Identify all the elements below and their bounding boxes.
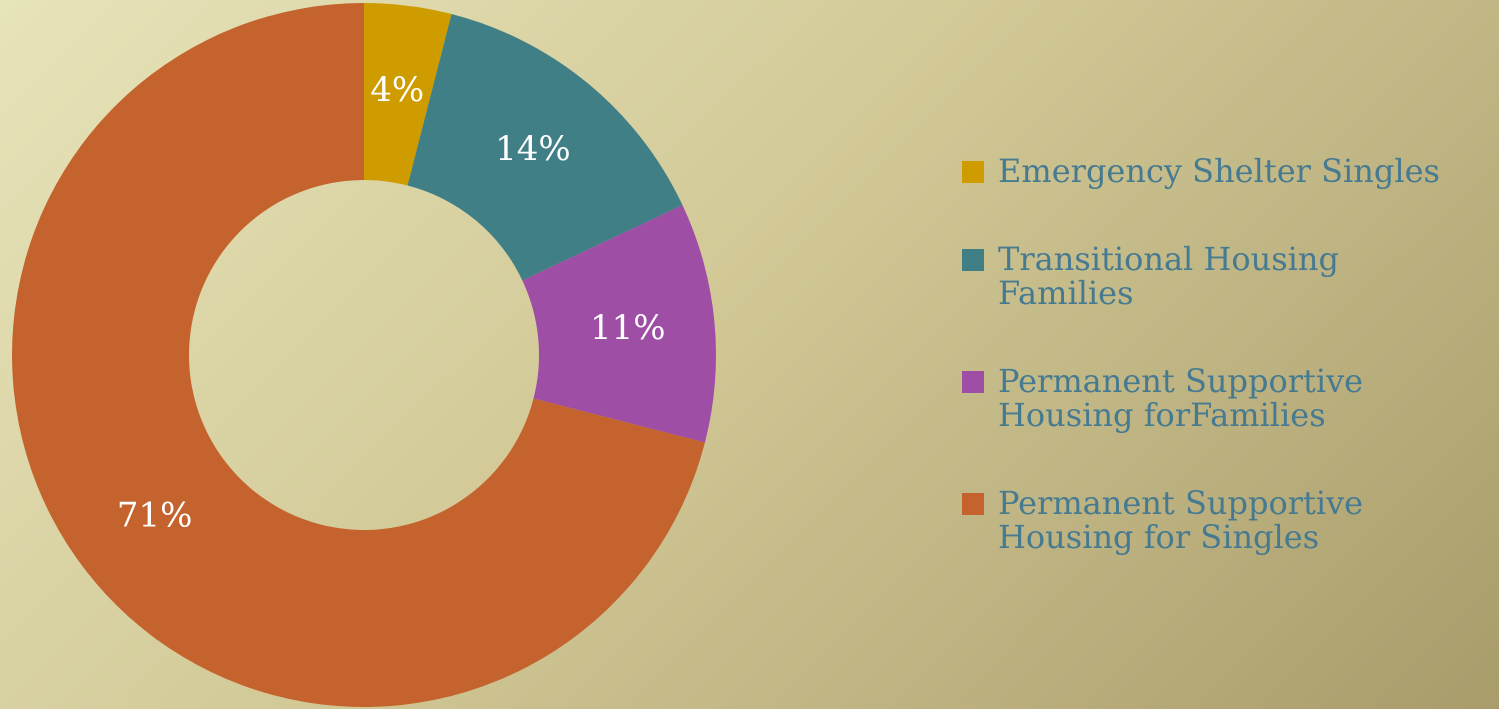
legend-label: Permanent Supportive Housing forFamilies — [998, 362, 1364, 434]
legend-swatch — [962, 371, 984, 393]
legend-swatch — [962, 161, 984, 183]
donut-slice — [407, 14, 683, 281]
legend-swatch — [962, 249, 984, 271]
legend-label: Emergency Shelter Singles — [998, 152, 1440, 190]
data-label: 14% — [495, 129, 571, 169]
legend-swatch — [962, 493, 984, 515]
donut-slice — [522, 205, 717, 443]
donut-slice — [364, 3, 452, 186]
data-label: 71% — [117, 495, 193, 535]
legend-entry: Transitional Housing Families — [962, 242, 1499, 310]
legend-label: Permanent Supportive Housing for Singles — [998, 484, 1364, 556]
legend-entry: Emergency Shelter Singles — [962, 154, 1499, 188]
legend-entry: Permanent Supportive Housing for Singles — [962, 486, 1499, 554]
legend-label: Transitional Housing Families — [998, 240, 1339, 312]
donut-slice — [11, 3, 705, 708]
data-label: 11% — [590, 308, 666, 348]
legend: Emergency Shelter Singles Transitional Ho… — [962, 154, 1499, 608]
legend-entry: Permanent Supportive Housing forFamilies — [962, 364, 1499, 432]
data-label: 4% — [370, 70, 424, 110]
